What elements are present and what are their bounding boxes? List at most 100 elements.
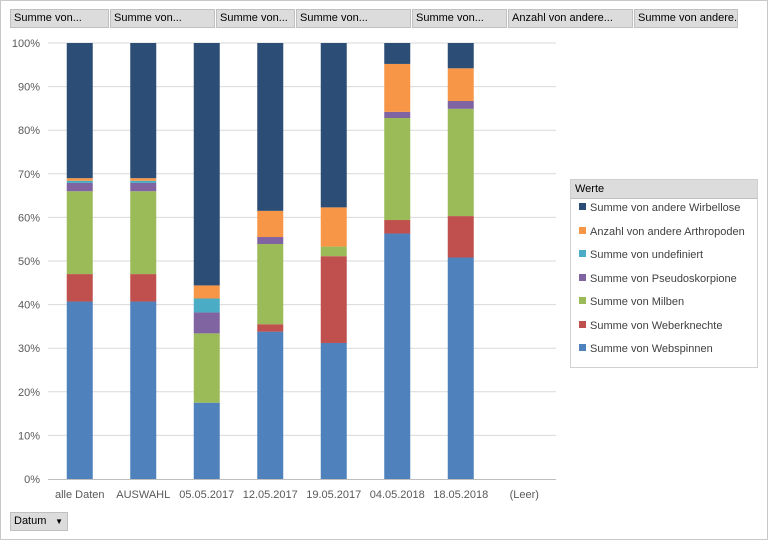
bar-segment-pseudoskorpione[interactable] (447, 100, 474, 109)
bar-segment-wirbellose[interactable] (384, 43, 411, 64)
legend-title[interactable]: Werte (571, 180, 757, 199)
bar-segment-weberknechte[interactable] (320, 256, 347, 343)
bar-segment-arthropoden[interactable] (193, 285, 220, 299)
legend-swatch (579, 250, 586, 257)
legend-item-arthropoden[interactable]: Anzahl von andere Arthropoden (579, 226, 745, 238)
bar-segment-webspinnen[interactable] (193, 402, 220, 479)
bar-segment-wirbellose[interactable] (66, 43, 93, 179)
x-tick-label: 19.05.2017 (306, 489, 361, 501)
y-tick-label: 20% (18, 387, 40, 399)
x-tick-label: 12.05.2017 (243, 489, 298, 501)
legend-item-weberknechte[interactable]: Summe von Weberknechte (579, 320, 722, 332)
bar-segment-webspinnen[interactable] (257, 331, 284, 479)
bar-segment-pseudoskorpione[interactable] (384, 111, 411, 118)
dropdown-arrow-icon: ▼ (55, 517, 63, 526)
legend-swatch (579, 320, 586, 328)
y-tick-label: 80% (18, 125, 40, 137)
x-tick-label: AUSWAHL (116, 489, 170, 501)
bar-segment-webspinnen[interactable] (130, 301, 157, 479)
y-tick-label: 10% (18, 430, 40, 442)
value-field-button[interactable]: Summe von... (110, 9, 215, 28)
x-tick-label: (Leer) (510, 489, 539, 501)
y-tick-label: 100% (12, 38, 40, 50)
legend-label: Summe von Milben (590, 296, 685, 308)
value-field-button[interactable]: Summe von andere... (634, 9, 738, 28)
legend-label: Summe von Weberknechte (590, 319, 723, 332)
legend-label: Summe von Pseudoskorpione (590, 272, 737, 285)
x-tick-label: 04.05.2018 (370, 489, 425, 501)
bar-segment-weberknechte[interactable] (384, 220, 411, 234)
legend-swatch (579, 226, 586, 234)
bar-segment-undefiniert[interactable] (66, 180, 93, 183)
bar-segment-arthropoden[interactable] (257, 210, 284, 238)
x-axis-ticks: alle Daten AUSWAHL 05.05.2017 12.05.2017 19.… (55, 489, 539, 501)
bar-segment-weberknechte[interactable] (257, 324, 284, 332)
x-tick-label: alle Daten (55, 489, 105, 501)
legend-label: Anzahl von andere Arthropoden (590, 225, 745, 238)
bar-segment-milben[interactable] (130, 191, 157, 275)
bar-segment-wirbellose[interactable] (193, 43, 220, 286)
legend-item-webspinnen[interactable]: Summe von Webspinnen (579, 343, 713, 355)
gridlines (48, 42, 556, 436)
y-tick-label: 60% (18, 212, 40, 224)
bar-segment-weberknechte[interactable] (447, 216, 474, 258)
legend-item-pseudoskorpione[interactable]: Summe von Pseudoskorpione (579, 273, 737, 285)
bars (66, 43, 474, 479)
bar-segment-undefiniert[interactable] (193, 298, 220, 313)
legend-swatch (579, 297, 586, 304)
legend-swatch (579, 273, 586, 281)
y-tick-label: 40% (18, 300, 40, 312)
y-tick-label: 0% (24, 474, 40, 486)
bar-segment-milben[interactable] (257, 243, 284, 325)
bar-segment-webspinnen[interactable] (384, 233, 411, 479)
bar-segment-arthropoden[interactable] (384, 63, 411, 112)
legend-item-milben[interactable]: Summe von Milben (579, 296, 684, 308)
bar-segment-milben[interactable] (193, 333, 220, 403)
bar-segment-arthropoden[interactable] (447, 68, 474, 101)
bar-segment-milben[interactable] (320, 246, 347, 257)
legend-label: Summe von andere Wirbellose (590, 202, 741, 214)
y-tick-label: 90% (18, 82, 40, 94)
bar-segment-wirbellose[interactable] (447, 43, 474, 69)
axis-field-button[interactable]: Datum ▼ (10, 512, 68, 531)
bar-segment-webspinnen[interactable] (66, 301, 93, 479)
x-tick-label: 05.05.2017 (179, 489, 234, 501)
bar-segment-milben[interactable] (384, 117, 411, 221)
value-field-button[interactable]: Summe von... (412, 9, 507, 28)
legend-label: Summe von Webspinnen (590, 343, 713, 355)
bar-segment-milben[interactable] (66, 191, 93, 275)
legend-swatch (579, 203, 586, 210)
axis-field-label: Datum (14, 515, 47, 527)
value-field-button[interactable]: Summe von... (296, 9, 411, 28)
bar-segment-webspinnen[interactable] (447, 257, 474, 479)
bar-segment-arthropoden[interactable] (320, 207, 347, 247)
bar-segment-pseudoskorpione[interactable] (257, 237, 284, 244)
bar-segment-wirbellose[interactable] (320, 43, 347, 208)
bar-segment-undefiniert[interactable] (130, 180, 157, 183)
legend-label: Summe von undefiniert (590, 249, 704, 261)
bar-segment-weberknechte[interactable] (66, 274, 93, 302)
bar-segment-milben[interactable] (447, 108, 474, 217)
bar-segment-pseudoskorpione[interactable] (193, 312, 220, 334)
legend-item-undefiniert[interactable]: Summe von undefiniert (579, 249, 703, 261)
bar-segment-weberknechte[interactable] (130, 274, 157, 302)
legend: Werte Summe von andere Wirbellose Anzahl … (570, 179, 758, 368)
bar-segment-wirbellose[interactable] (130, 43, 157, 179)
legend-swatch (579, 344, 586, 351)
bar-segment-arthropoden[interactable] (66, 178, 93, 181)
value-field-button[interactable]: Anzahl von andere... (508, 9, 633, 28)
legend-item-wirbellose[interactable]: Summe von andere Wirbellose (579, 202, 740, 214)
y-tick-label: 50% (18, 256, 40, 268)
y-tick-label: 30% (18, 343, 40, 355)
value-field-button[interactable]: Summe von... (10, 9, 109, 28)
y-tick-label: 70% (18, 169, 40, 181)
x-tick-label: 18.05.2018 (433, 489, 488, 501)
bar-segment-pseudoskorpione[interactable] (130, 182, 157, 192)
y-axis-ticks: 0% 10% 20% 30% 40% 50% 60% 70% 80% 90% 100% (12, 38, 40, 486)
bar-segment-arthropoden[interactable] (130, 178, 157, 181)
bar-segment-webspinnen[interactable] (320, 342, 347, 479)
value-field-button[interactable]: Summe von... (216, 9, 295, 28)
bar-segment-pseudoskorpione[interactable] (66, 182, 93, 192)
bar-segment-wirbellose[interactable] (257, 43, 284, 211)
